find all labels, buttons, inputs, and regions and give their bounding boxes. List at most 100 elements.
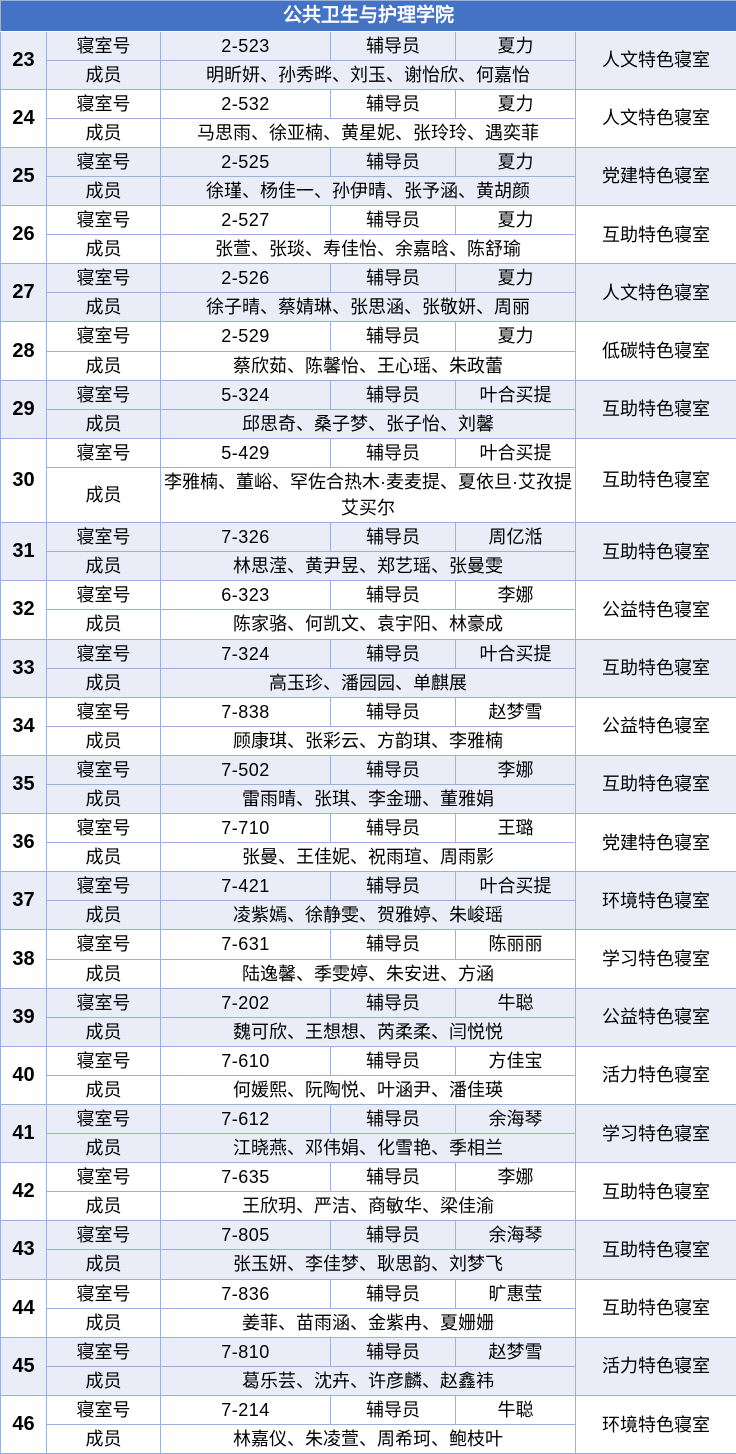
dorm-type: 互助特色寝室 — [576, 639, 736, 697]
record-number: 35 — [1, 755, 47, 813]
room-number: 7-631 — [161, 930, 331, 959]
member-list: 蔡欣茹、陈馨怡、王心瑶、朱政蕾 — [161, 351, 576, 380]
room-label: 寝室号 — [47, 206, 161, 235]
counselor-label: 辅导员 — [331, 1395, 456, 1424]
counselor-name: 夏力 — [456, 264, 576, 293]
member-label: 成员 — [47, 668, 161, 697]
dorm-type: 公益特色寝室 — [576, 697, 736, 755]
counselor-name: 旷惠莹 — [456, 1279, 576, 1308]
room-label: 寝室号 — [47, 523, 161, 552]
member-list: 陆逸馨、季雯婷、朱安进、方涵 — [161, 959, 576, 988]
room-number: 2-526 — [161, 264, 331, 293]
member-list: 马思雨、徐亚楠、黄星妮、张玲玲、遇奕菲 — [161, 118, 576, 147]
member-list: 江晓燕、邓伟娟、化雪艳、季相兰 — [161, 1134, 576, 1163]
room-label: 寝室号 — [47, 1105, 161, 1134]
counselor-label: 辅导员 — [331, 1221, 456, 1250]
record-number: 31 — [1, 523, 47, 581]
member-label: 成员 — [47, 1366, 161, 1395]
record-number: 39 — [1, 988, 47, 1046]
counselor-label: 辅导员 — [331, 147, 456, 176]
counselor-name: 周亿湉 — [456, 523, 576, 552]
counselor-name: 叶合买提 — [456, 380, 576, 409]
counselor-label: 辅导员 — [331, 639, 456, 668]
room-number: 7-710 — [161, 814, 331, 843]
room-label: 寝室号 — [47, 322, 161, 351]
dorm-type: 人文特色寝室 — [576, 31, 736, 89]
record-number: 38 — [1, 930, 47, 988]
member-list: 凌紫嫣、徐静雯、贺雅婷、朱峻瑶 — [161, 901, 576, 930]
record-number: 44 — [1, 1279, 47, 1337]
dorm-type: 活力特色寝室 — [576, 1046, 736, 1104]
member-label: 成员 — [47, 409, 161, 438]
room-number: 7-502 — [161, 755, 331, 784]
counselor-name: 陈丽丽 — [456, 930, 576, 959]
record-number: 23 — [1, 31, 47, 89]
room-label: 寝室号 — [47, 31, 161, 60]
room-label: 寝室号 — [47, 380, 161, 409]
counselor-label: 辅导员 — [331, 1163, 456, 1192]
member-label: 成员 — [47, 901, 161, 930]
counselor-label: 辅导员 — [331, 523, 456, 552]
member-list: 张萱、张琰、寿佳怡、余嘉晗、陈舒瑜 — [161, 235, 576, 264]
counselor-label: 辅导员 — [331, 31, 456, 60]
member-list: 李雅楠、董峪、罕佐合热木·麦麦提、夏依旦·艾孜提艾买尔 — [161, 467, 576, 522]
counselor-name: 王璐 — [456, 814, 576, 843]
counselor-name: 夏力 — [456, 147, 576, 176]
room-label: 寝室号 — [47, 147, 161, 176]
room-label: 寝室号 — [47, 697, 161, 726]
member-list: 张玉妍、李佳梦、耿思韵、刘梦飞 — [161, 1250, 576, 1279]
room-label: 寝室号 — [47, 930, 161, 959]
room-number: 7-805 — [161, 1221, 331, 1250]
table-header-row: 公共卫生与护理学院 — [1, 1, 736, 32]
record-number: 33 — [1, 639, 47, 697]
member-list: 何媛熙、阮陶悦、叶涵尹、潘佳瑛 — [161, 1075, 576, 1104]
room-number: 7-838 — [161, 697, 331, 726]
member-list: 邱思奇、桑子梦、张子怡、刘馨 — [161, 409, 576, 438]
counselor-name: 余海琴 — [456, 1221, 576, 1250]
counselor-name: 叶合买提 — [456, 639, 576, 668]
counselor-label: 辅导员 — [331, 872, 456, 901]
record-number: 28 — [1, 322, 47, 380]
room-number: 7-836 — [161, 1279, 331, 1308]
dorm-type: 互助特色寝室 — [576, 755, 736, 813]
member-list: 雷雨晴、张琪、李金珊、董雅娟 — [161, 784, 576, 813]
counselor-name: 李娜 — [456, 1163, 576, 1192]
member-list: 明昕妍、孙秀晔、刘玉、谢怡欣、何嘉怡 — [161, 60, 576, 89]
counselor-label: 辅导员 — [331, 1279, 456, 1308]
member-label: 成员 — [47, 610, 161, 639]
record-number: 25 — [1, 147, 47, 205]
room-label: 寝室号 — [47, 1337, 161, 1366]
room-number: 2-525 — [161, 147, 331, 176]
dorm-type: 公益特色寝室 — [576, 581, 736, 639]
dorm-type: 低碳特色寝室 — [576, 322, 736, 380]
member-label: 成员 — [47, 1134, 161, 1163]
record-number: 36 — [1, 814, 47, 872]
counselor-label: 辅导员 — [331, 755, 456, 784]
dorm-type: 学习特色寝室 — [576, 1105, 736, 1163]
counselor-name: 赵梦雪 — [456, 697, 576, 726]
counselor-label: 辅导员 — [331, 581, 456, 610]
counselor-name: 余海琴 — [456, 1105, 576, 1134]
room-label: 寝室号 — [47, 814, 161, 843]
dorm-type: 公益特色寝室 — [576, 988, 736, 1046]
counselor-label: 辅导员 — [331, 930, 456, 959]
counselor-label: 辅导员 — [331, 206, 456, 235]
record-number: 46 — [1, 1395, 47, 1453]
dorm-type: 党建特色寝室 — [576, 814, 736, 872]
counselor-name: 夏力 — [456, 322, 576, 351]
room-number: 2-529 — [161, 322, 331, 351]
counselor-name: 叶合买提 — [456, 872, 576, 901]
record-number: 24 — [1, 89, 47, 147]
counselor-label: 辅导员 — [331, 1337, 456, 1366]
room-number: 6-323 — [161, 581, 331, 610]
dorm-type: 互助特色寝室 — [576, 523, 736, 581]
